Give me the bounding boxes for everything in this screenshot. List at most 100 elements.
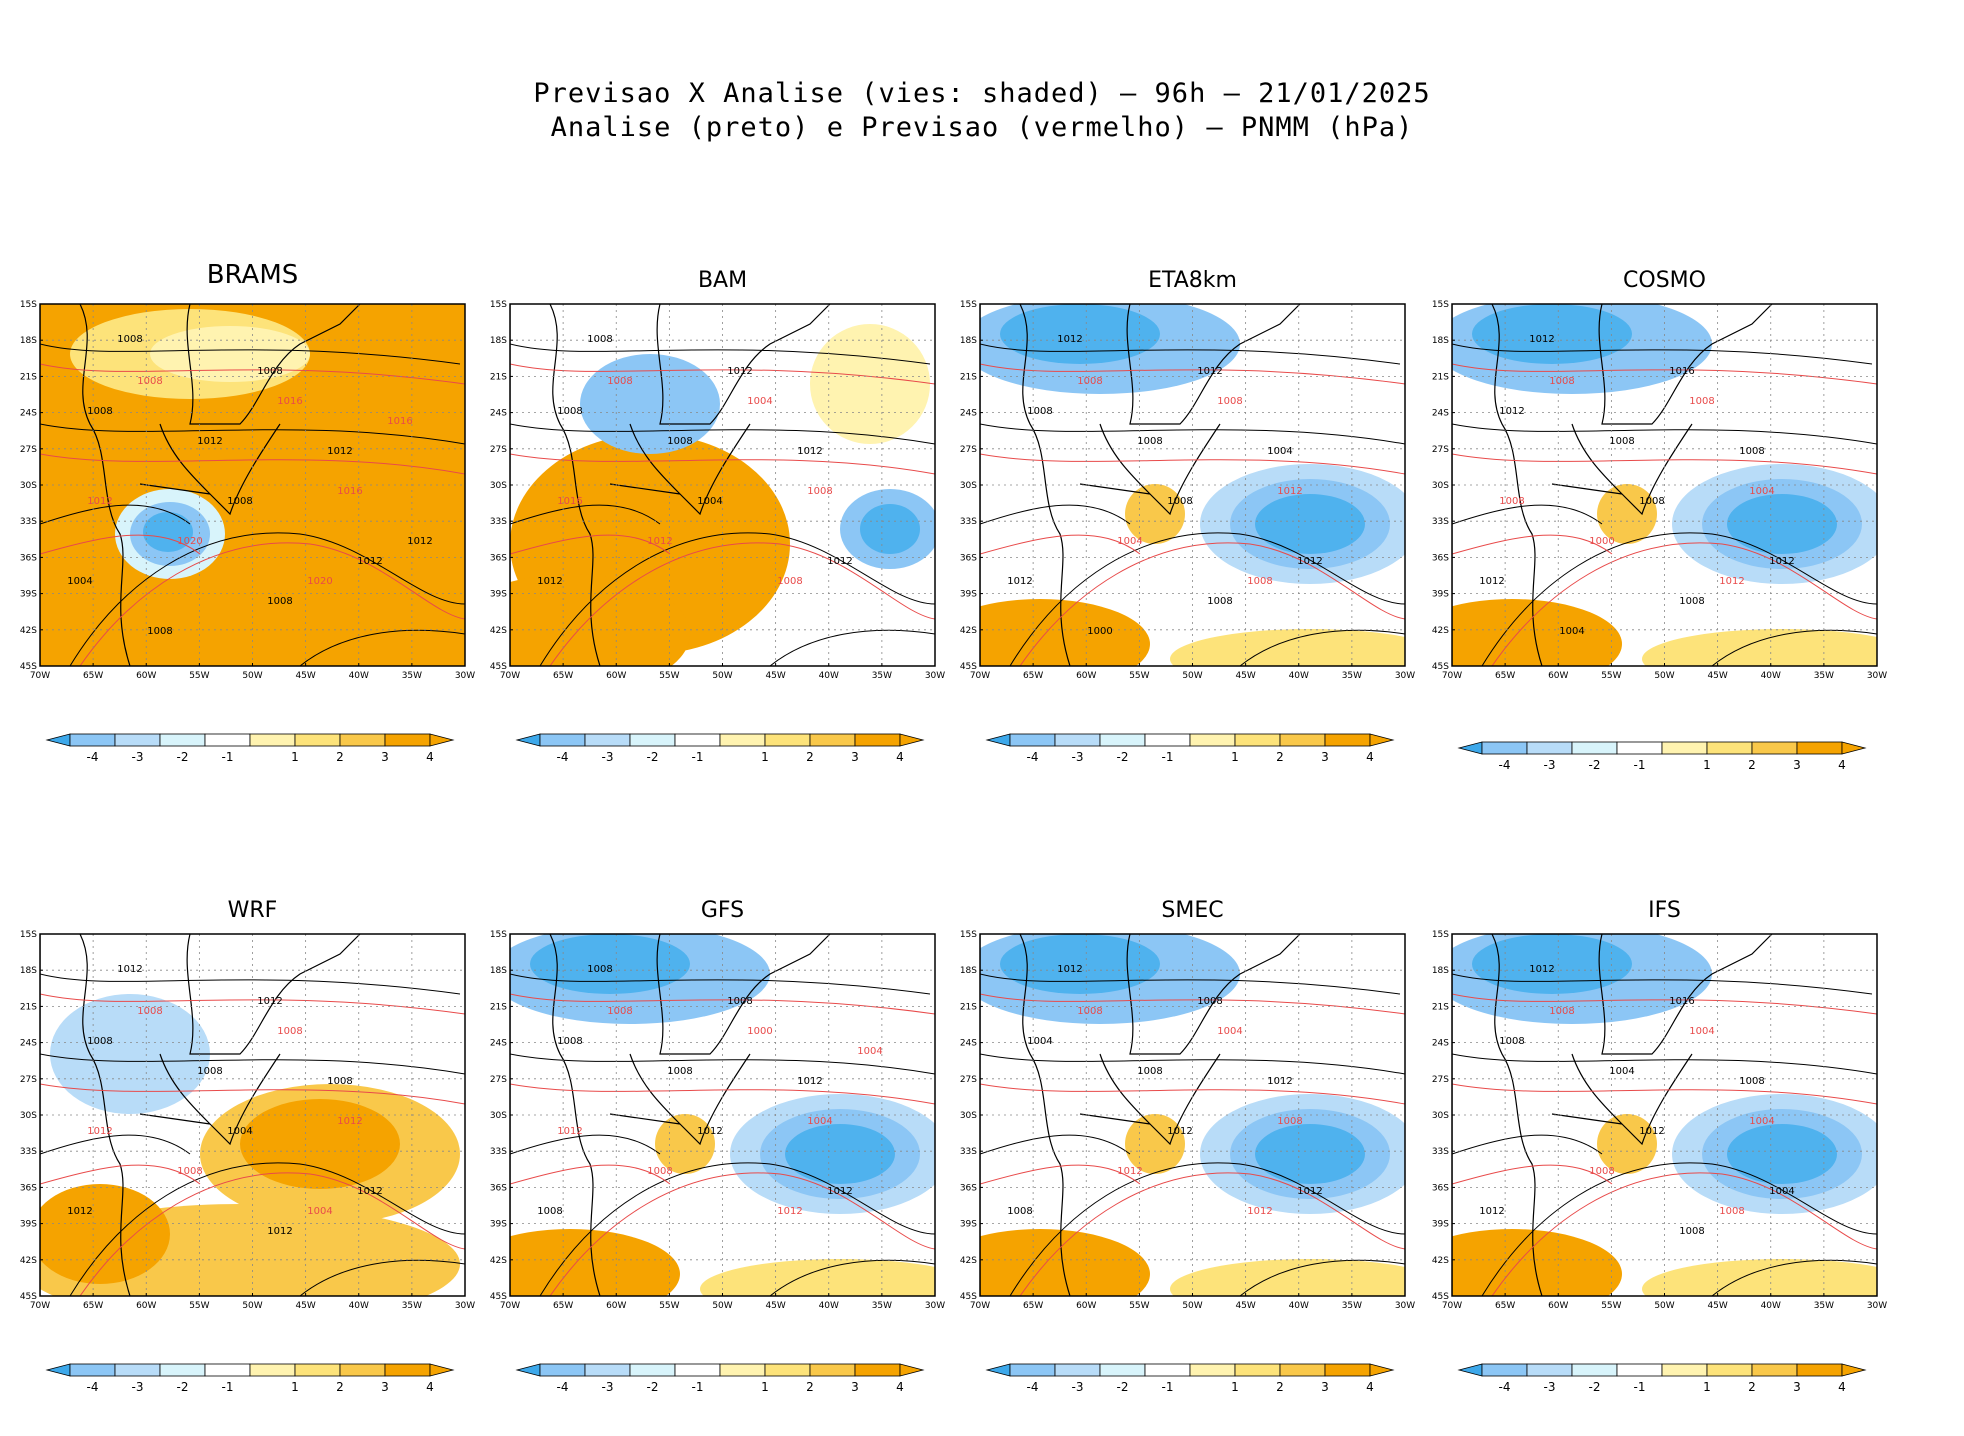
analysis-contour-label: 1008 xyxy=(667,1066,692,1077)
latitude-tick-label: 36S xyxy=(960,553,977,563)
analysis-contour-label: 1004 xyxy=(1267,446,1292,457)
bias-cold-east-core xyxy=(1727,494,1837,554)
analysis-contour-label: 1008 xyxy=(197,1066,222,1077)
bias-warm-south xyxy=(1642,1259,1877,1296)
colorbar-tick-label: -2 xyxy=(1117,750,1129,764)
colorbar-segment xyxy=(1751,1363,1798,1377)
longitude-tick-label: 55W xyxy=(659,1301,679,1311)
panel-title: SMEC xyxy=(1161,898,1224,923)
map-plot: 1008 1012 1008 1008 1012 1004 1012 1012 1008 1004… xyxy=(490,300,945,681)
analysis-contour-label: 1008 xyxy=(557,1036,582,1047)
country-borders xyxy=(510,934,831,1296)
colorbar: -4 -3 -2 -1 1 2 3 4 xyxy=(515,733,925,764)
analysis-contour-label: 1012 xyxy=(827,1186,852,1197)
colorbar-tick-label: -1 xyxy=(1162,1380,1174,1394)
map-panel-brams: BRAMS 1008 1008 1008 1012 1012 1008 1012 1004 100… xyxy=(0,258,480,764)
forecast-contour-label: 1004 xyxy=(1117,536,1142,547)
latitude-tick-label: 45S xyxy=(490,662,507,672)
map-panel-eta8km: ETA8km 1012 1012 1008 1008 1004 1008 1012 1012 10… xyxy=(940,258,1420,764)
forecast-contour-label: 1012 xyxy=(557,1126,582,1137)
longitude-tick-label: 65W xyxy=(1023,1301,1043,1311)
map-shading: 1012 1016 1012 1008 1008 1008 1012 1012 1008 1004… xyxy=(1452,304,1877,666)
analysis-isobars xyxy=(1452,343,1877,666)
map-plot: 1008 1008 1008 1008 1012 1012 1012 1008 1008 1000… xyxy=(490,930,945,1311)
forecast-contour-label: 1004 xyxy=(747,396,772,407)
latitude-tick-label: 27S xyxy=(20,445,37,455)
analysis-contour-label: 1008 xyxy=(1609,436,1634,447)
bias-lighter-warm-area xyxy=(150,326,310,382)
map-shading: 1012 1008 1004 1008 1012 1012 1012 1008 1008 1004… xyxy=(980,934,1405,1296)
colorbar-over-triangle xyxy=(1841,1363,1867,1377)
bias-warm-coast xyxy=(1125,484,1185,544)
colorbar-segment xyxy=(114,1363,161,1377)
colorbar-segment xyxy=(1234,733,1281,747)
colorbar-segment xyxy=(1616,741,1663,755)
bias-cold-east-core xyxy=(1255,494,1365,554)
longitude-tick-label: 35W xyxy=(872,1301,892,1311)
forecast-contour-label: 1008 xyxy=(1499,496,1524,507)
colorbar-segment xyxy=(294,1363,341,1377)
colorbar-tick-label: -4 xyxy=(87,1380,99,1394)
colorbar-tick-label: 3 xyxy=(381,750,389,764)
colorbar: -4 -3 -2 -1 1 2 3 4 xyxy=(1457,741,1867,772)
forecast-contour-label: 1020 xyxy=(307,576,332,587)
latitude-tick-label: 21S xyxy=(490,1002,507,1012)
longitude-tick-label: 30W xyxy=(455,1301,475,1311)
colorbar-segment xyxy=(629,733,676,747)
bias-warm-southwest xyxy=(980,599,1150,666)
forecast-contour-label: 1008 xyxy=(1077,1006,1102,1017)
colorbar-segment xyxy=(1324,1363,1371,1377)
analysis-contour-label: 1012 xyxy=(1007,576,1032,587)
analysis-contour-label: 1012 xyxy=(1769,556,1794,567)
analysis-contour-label: 1008 xyxy=(1197,996,1222,1007)
bias-cold-north-core xyxy=(1000,934,1160,994)
colorbar-segment xyxy=(294,733,341,747)
colorbar-tick-label: -2 xyxy=(647,1380,659,1394)
colorbar-tick-label: -3 xyxy=(132,1380,144,1394)
analysis-contour-label: 1016 xyxy=(1669,996,1694,1007)
colorbar-segment xyxy=(539,733,586,747)
analysis-contour-label: 1012 xyxy=(67,1206,92,1217)
analysis-contour-label: 1012 xyxy=(1057,964,1082,975)
latitude-tick-label: 21S xyxy=(960,372,977,382)
colorbar-segment xyxy=(1279,1363,1326,1377)
analysis-contour-label: 1008 xyxy=(1639,496,1664,507)
latitude-tick-label: 30S xyxy=(20,481,37,491)
latitude-tick-label: 45S xyxy=(1432,662,1449,672)
latitude-tick-label: 45S xyxy=(490,1292,507,1302)
latitude-tick-label: 39S xyxy=(960,590,977,600)
colorbar-segment xyxy=(1009,1363,1056,1377)
forecast-contour-label: 1008 xyxy=(1549,1006,1574,1017)
forecast-contour-label: 1008 xyxy=(1589,1166,1614,1177)
latitude-tick-label: 33S xyxy=(1432,517,1449,527)
latitude-tick-label: 18S xyxy=(1432,966,1449,976)
colorbar-segment xyxy=(204,733,251,747)
colorbar-tick-label: 4 xyxy=(896,1380,904,1394)
latitude-tick-label: 30S xyxy=(490,1111,507,1121)
analysis-contour-label: 1012 xyxy=(727,366,752,377)
forecast-contour-label: 1016 xyxy=(337,486,362,497)
colorbar-tick-label: -2 xyxy=(1117,1380,1129,1394)
map-panel-wrf: WRF 1012 1012 1008 1008 1008 1004 1012 1012 1012 1… xyxy=(0,888,480,1394)
country-borders xyxy=(510,304,831,666)
latitude-tick-label: 42S xyxy=(960,626,977,636)
analysis-isobars xyxy=(510,343,935,666)
analysis-contour-label: 1008 xyxy=(87,406,112,417)
longitude-tick-label: 70W xyxy=(500,1301,520,1311)
latitude-tick-label: 18S xyxy=(1432,336,1449,346)
longitude-tick-label: 60W xyxy=(1548,671,1568,681)
analysis-isobars xyxy=(980,343,1405,666)
colorbar-segment xyxy=(1526,741,1573,755)
colorbar-tick-label: 3 xyxy=(851,1380,859,1394)
colorbar-over-triangle xyxy=(1369,1363,1395,1377)
latitude-tick-label: 15S xyxy=(1432,930,1449,940)
colorbar-segment xyxy=(1571,1363,1618,1377)
longitude-tick-label: 70W xyxy=(30,671,50,681)
longitude-tick-label: 40W xyxy=(819,1301,839,1311)
map-panel-ifs: IFS 1012 1016 1008 1004 1008 1012 1004 1012 1008 1… xyxy=(1412,888,1892,1394)
longitude-tick-label: 40W xyxy=(819,671,839,681)
forecast-isobars xyxy=(1452,363,1877,666)
analysis-isobars xyxy=(40,343,465,666)
analysis-contour-label: 1008 xyxy=(267,596,292,607)
longitude-tick-label: 35W xyxy=(1814,1301,1834,1311)
